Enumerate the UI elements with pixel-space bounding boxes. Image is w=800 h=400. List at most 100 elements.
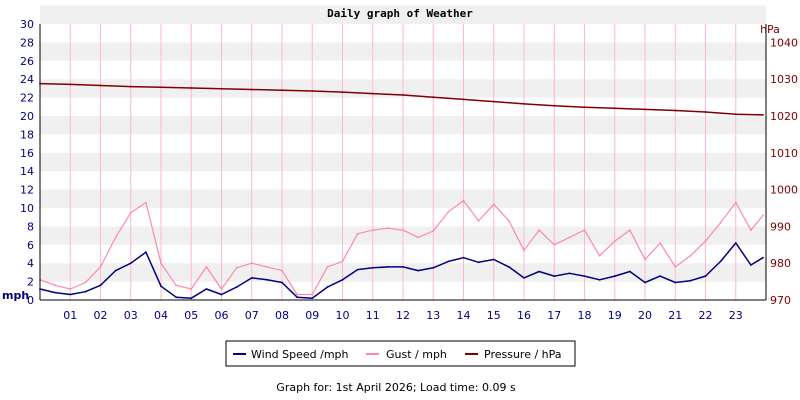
data-point-gust (659, 242, 661, 244)
left-tick-label: 24 (20, 73, 34, 86)
data-point-wind-speed (492, 258, 495, 261)
data-point-wind-speed (129, 262, 132, 265)
data-point-wind-speed (553, 275, 556, 277)
x-tick-label: 14 (457, 309, 471, 322)
data-point-wind-speed (69, 293, 72, 296)
data-point-gust (553, 243, 556, 246)
x-tick-label: 23 (729, 309, 743, 322)
data-point-gust (523, 249, 525, 252)
data-point-pressure (583, 106, 586, 109)
data-point-gust (613, 240, 616, 243)
chart-title: Daily graph of Weather (327, 7, 473, 20)
footer-text: Graph for: 1st April 2026; Load time: 0.… (276, 381, 516, 394)
data-point-gust (568, 236, 571, 239)
data-point-gust (129, 211, 132, 214)
left-tick-label: 4 (27, 257, 34, 270)
x-tick-label: 17 (547, 309, 561, 322)
left-tick-label: 30 (20, 18, 34, 31)
data-point-gust (598, 254, 601, 257)
data-point-wind-speed (674, 281, 677, 284)
data-point-wind-speed (145, 251, 147, 254)
legend: Wind Speed /mph Gust / mph Pressure / hP… (225, 340, 576, 367)
left-tick-label: 22 (20, 92, 34, 105)
data-point-wind-speed (190, 297, 193, 300)
data-point-gust (762, 214, 764, 217)
data-point-gust (689, 254, 692, 257)
data-point-gust (492, 203, 495, 206)
data-point-gust (190, 288, 193, 290)
x-tick-label: 16 (517, 309, 531, 322)
data-point-wind-speed (629, 270, 631, 273)
data-point-gust (387, 227, 389, 230)
data-point-wind-speed (235, 286, 238, 288)
data-point-gust (341, 260, 344, 263)
data-point-pressure (341, 91, 344, 93)
data-point-pressure (281, 89, 283, 92)
data-point-pressure (129, 85, 132, 88)
data-point-gust (750, 229, 752, 232)
x-tick-label: 04 (154, 309, 168, 322)
data-point-wind-speed (99, 284, 102, 287)
data-point-pressure (523, 103, 525, 105)
data-point-gust (160, 262, 162, 265)
data-point-wind-speed (750, 264, 752, 266)
data-point-wind-speed (762, 256, 764, 259)
data-point-wind-speed (296, 296, 298, 299)
x-tick-label: 09 (305, 309, 319, 322)
data-point-wind-speed (538, 270, 540, 273)
x-tick-label: 13 (426, 309, 440, 322)
data-point-pressure (402, 94, 404, 96)
data-point-pressure (674, 109, 677, 112)
data-point-wind-speed (447, 260, 450, 263)
right-tick-label: 980 (770, 257, 791, 270)
x-tick-label: 10 (336, 309, 350, 322)
data-point-pressure (220, 87, 223, 90)
data-point-wind-speed (583, 275, 586, 277)
data-point-gust (311, 293, 314, 296)
data-point-wind-speed (402, 266, 404, 268)
data-point-wind-speed (462, 256, 465, 259)
data-point-pressure (462, 98, 465, 101)
data-point-wind-speed (598, 278, 601, 281)
data-point-gust (674, 266, 677, 268)
x-tick-label: 06 (215, 309, 229, 322)
right-tick-label: 990 (770, 220, 791, 233)
data-point-gust (281, 269, 283, 272)
data-point-gust (296, 293, 298, 296)
data-point-wind-speed (568, 272, 571, 275)
data-point-wind-speed (689, 279, 692, 282)
data-point-gust (734, 201, 737, 204)
data-point-gust (175, 284, 178, 287)
data-point-gust (477, 220, 480, 222)
x-tick-label: 08 (275, 309, 289, 322)
data-point-wind-speed (613, 275, 616, 277)
data-point-gust (629, 229, 631, 232)
right-tick-label: 1030 (770, 73, 798, 86)
data-point-wind-speed (371, 266, 374, 269)
data-point-pressure (190, 87, 193, 89)
data-point-gust (704, 240, 707, 243)
data-point-wind-speed (356, 268, 359, 271)
legend-wind-label: Wind Speed /mph (251, 348, 349, 361)
data-point-wind-speed (417, 269, 419, 272)
left-tick-label: 6 (27, 239, 34, 252)
data-point-pressure (762, 114, 764, 116)
data-point-gust (54, 284, 56, 287)
data-point-gust (69, 288, 72, 290)
data-point-gust (402, 229, 404, 232)
vertical-gridlines (69, 24, 737, 300)
x-tick-label: 19 (608, 309, 622, 322)
data-point-pressure (492, 100, 495, 103)
data-point-gust (583, 229, 586, 232)
x-tick-label: 22 (699, 309, 713, 322)
data-point-wind-speed (659, 275, 661, 277)
data-point-wind-speed (523, 277, 525, 279)
data-point-wind-speed (311, 297, 314, 300)
data-point-pressure (704, 111, 707, 113)
legend-gust-label: Gust / mph (386, 348, 447, 361)
data-point-gust (99, 266, 102, 268)
right-tick-label: 970 (770, 294, 791, 307)
right-tick-label: 1020 (770, 110, 798, 123)
data-point-wind-speed (266, 278, 268, 281)
